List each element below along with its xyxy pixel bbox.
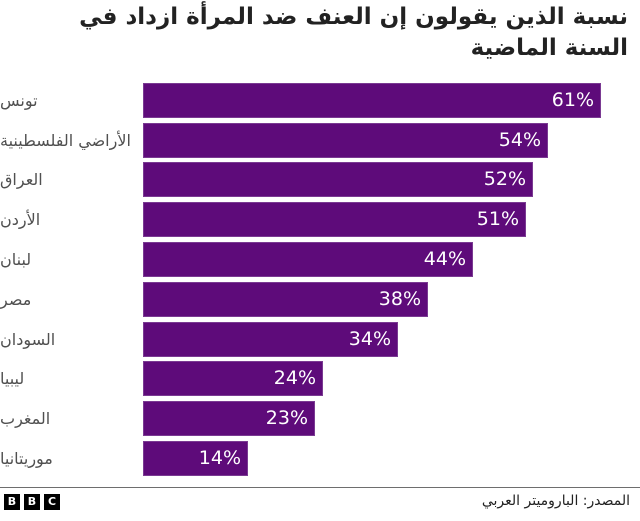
- bar-row: العراق 52%: [0, 162, 640, 197]
- bar: 23%: [143, 401, 315, 436]
- bar: 34%: [143, 322, 398, 357]
- bar: 52%: [143, 162, 533, 197]
- bbc-logo-block: C: [44, 494, 60, 510]
- bar-value: 51%: [476, 208, 519, 230]
- bar-row: لبنان 44%: [0, 242, 640, 277]
- bar-value: 34%: [348, 328, 391, 350]
- country-label: المغرب: [0, 409, 51, 428]
- bar-row: مصر 38%: [0, 282, 640, 317]
- bar: 38%: [143, 282, 428, 317]
- country-label: العراق: [0, 170, 43, 189]
- bar: 54%: [143, 123, 548, 158]
- country-label: لبنان: [0, 250, 32, 269]
- bar-row: ليبيا 24%: [0, 361, 640, 396]
- bar-chart: تونس 61% الأراضي الفلسطينية 54% العراق 5…: [0, 83, 640, 476]
- country-label: ليبيا: [0, 369, 25, 388]
- bar: 51%: [143, 202, 526, 237]
- country-label: مصر: [0, 290, 32, 309]
- bar-value: 14%: [198, 447, 241, 469]
- bbc-logo-block: B: [4, 494, 20, 510]
- bar-value: 61%: [551, 89, 594, 111]
- bar-row: الأراضي الفلسطينية 54%: [0, 123, 640, 158]
- bar: 14%: [143, 441, 248, 476]
- country-label: الأردن: [0, 210, 41, 229]
- bar-row: موريتانيا 14%: [0, 441, 640, 476]
- bar-value: 24%: [273, 367, 316, 389]
- country-label: الأراضي الفلسطينية: [0, 131, 131, 150]
- bbc-logo: B B C: [4, 494, 60, 510]
- country-label: تونس: [0, 91, 38, 110]
- bar-row: الأردن 51%: [0, 202, 640, 237]
- bar: 24%: [143, 361, 323, 396]
- bar-row: السودان 34%: [0, 322, 640, 357]
- country-label: موريتانيا: [0, 449, 53, 468]
- country-label: السودان: [0, 330, 56, 349]
- bar-row: المغرب 23%: [0, 401, 640, 436]
- footer-divider: [0, 487, 640, 488]
- bar-value: 23%: [265, 407, 308, 429]
- chart-title: نسبة الذين يقولون إن العنف ضد المرأة ازد…: [79, 4, 628, 61]
- bar: 44%: [143, 242, 473, 277]
- bbc-logo-block: B: [24, 494, 40, 510]
- bar-value: 52%: [483, 168, 526, 190]
- bar-value: 54%: [498, 129, 541, 151]
- bar-value: 44%: [423, 248, 466, 270]
- bar-row: تونس 61%: [0, 83, 640, 118]
- source-note: المصدر: الباروميتر العربي: [481, 493, 630, 509]
- bar-value: 38%: [378, 288, 421, 310]
- bar: 61%: [143, 83, 601, 118]
